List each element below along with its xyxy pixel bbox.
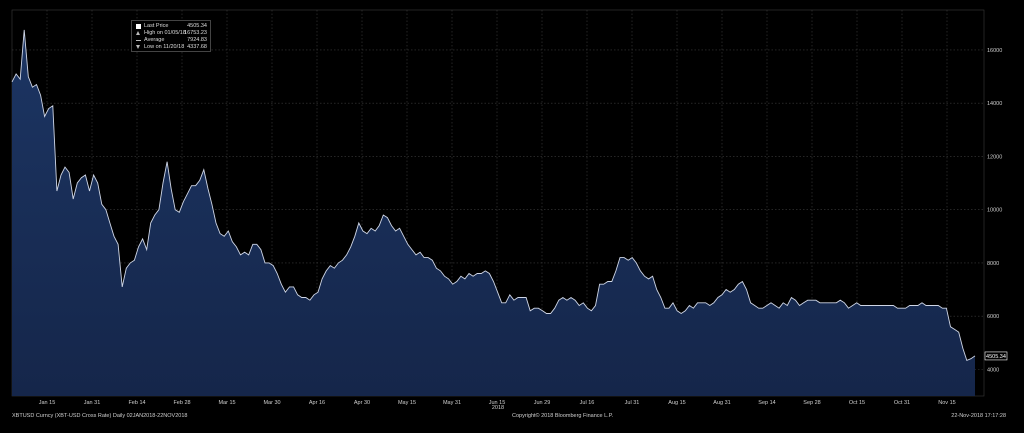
x-tick-label: Jul 16 — [580, 400, 595, 406]
price-line — [11, 29, 976, 362]
legend-value: 16753.23 — [184, 30, 207, 36]
x-tick-label: Mar 15 — [218, 400, 235, 406]
x-tick-label: May 15 — [398, 400, 416, 406]
legend-entry: Average 7924.83 — [136, 37, 207, 44]
legend-label: Average — [144, 37, 165, 43]
x-tick-label: Oct 15 — [849, 400, 865, 406]
legend-value: 4337.68 — [187, 44, 207, 50]
legend-label: Low on 11/20/18 — [144, 44, 185, 50]
down-marker-icon — [136, 45, 140, 49]
x-tick-label: Jun 29 — [534, 400, 551, 406]
x-tick-label: Nov 15 — [938, 400, 955, 406]
x-tick-label: Jan 15 — [39, 400, 56, 406]
last-price-box — [984, 351, 1008, 361]
x-tick-label: Oct 31 — [894, 400, 910, 406]
footer-copyright: Copyright© 2018 Bloomberg Finance L.P. — [512, 413, 614, 419]
up-marker-icon — [136, 31, 140, 35]
x-tick-label: Sep 14 — [758, 400, 775, 406]
x-tick-label: Aug 31 — [713, 400, 730, 406]
legend-value: 4505.34 — [187, 23, 207, 29]
legend-value: 7924.83 — [187, 37, 207, 43]
x-tick-label: Jan 31 — [84, 400, 101, 406]
y-tick-label: 8000 — [987, 261, 999, 267]
dash-marker-icon — [136, 40, 141, 41]
legend-entry: Low on 11/20/18 4337.68 — [136, 44, 207, 51]
y-tick-label: 6000 — [987, 314, 999, 320]
y-tick-label: 12000 — [987, 154, 1002, 160]
x-tick-label: Apr 30 — [354, 400, 370, 406]
x-tick-label: May 31 — [443, 400, 461, 406]
x-tick-label: Feb 14 — [128, 400, 145, 406]
legend-label: Last Price — [144, 23, 169, 29]
y-tick-label: 16000 — [987, 48, 1002, 54]
x-tick-label: Apr 16 — [309, 400, 325, 406]
year-label: 2018 — [492, 405, 504, 411]
y-tick-label: 4000 — [987, 367, 999, 373]
y-tick-label: 14000 — [987, 101, 1002, 107]
legend-entry: Last Price 4505.34 — [136, 23, 207, 30]
last-price-label: 4505.34 — [986, 354, 1006, 360]
x-tick-label: Aug 15 — [668, 400, 685, 406]
y-tick-label: 10000 — [987, 208, 1002, 214]
x-tick-label: Jun 15 — [489, 400, 506, 406]
x-tick-label: Feb 28 — [173, 400, 190, 406]
chart-legend: Last Price 4505.34 High on 01/05/18 16753.2… — [131, 20, 211, 52]
price-area — [12, 29, 975, 397]
x-tick-label: Jul 31 — [625, 400, 640, 406]
x-tick-label: Sep 28 — [803, 400, 820, 406]
legend-entry: High on 01/05/18 16753.23 — [136, 30, 207, 37]
footer-left: XBTUSD Curncy (XBT-USD Cross Rate) Daily… — [12, 413, 188, 419]
legend-label: High on 01/05/18 — [144, 30, 186, 36]
footer-timestamp: 22-Nov-2018 17:17:28 — [951, 413, 1006, 419]
square-marker-icon — [136, 24, 141, 29]
x-tick-label: Mar 30 — [263, 400, 280, 406]
